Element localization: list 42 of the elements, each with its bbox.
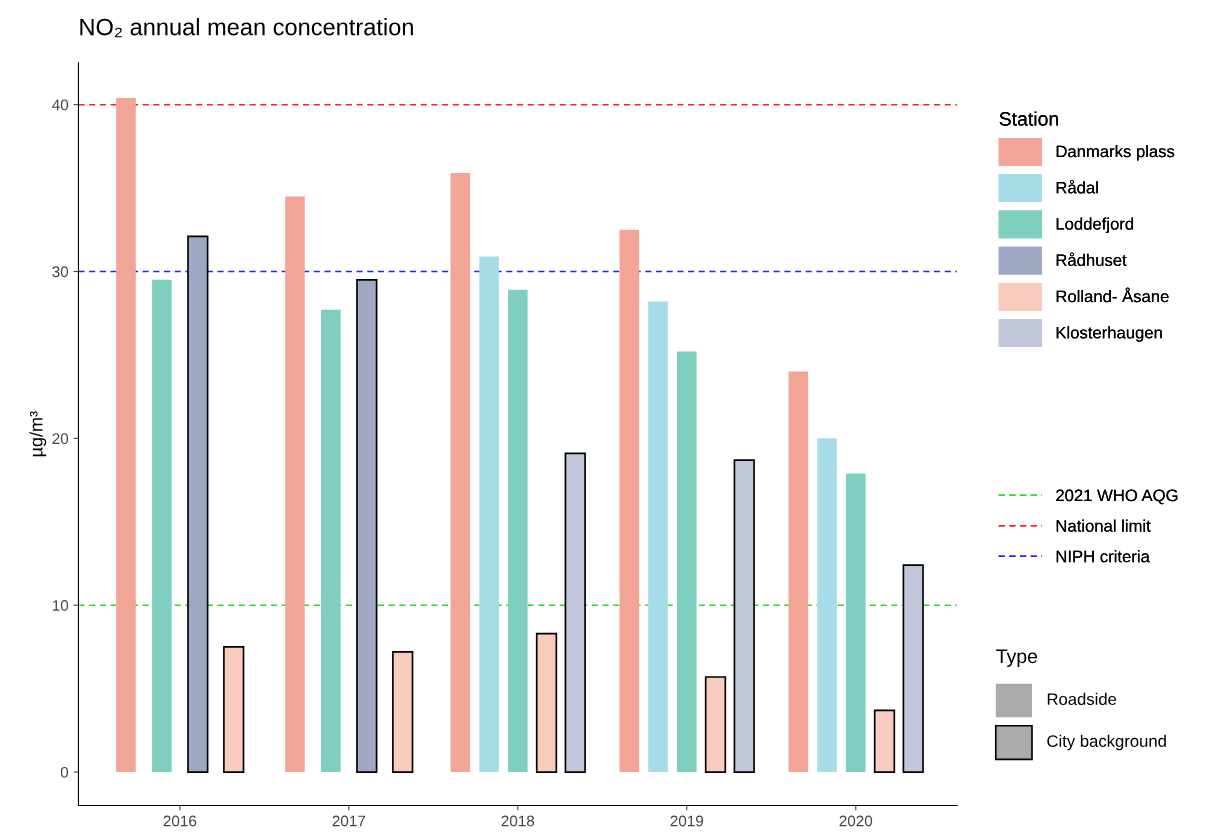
bar [845,473,866,773]
bar [817,438,837,773]
bar [187,235,209,773]
legend-label: Rolland- Åsane [1056,287,1169,303]
legend-label: Loddefjord [1056,217,1134,234]
y-tick-label: 40 [52,99,69,111]
legend-label: Klosterhaugen [1056,326,1162,342]
bar [676,351,697,773]
x-tick-label: 2016 [163,815,197,827]
y-tick-label: 0 [60,766,69,778]
bar [479,256,499,773]
y-tick-label: 10 [52,600,69,611]
y-axis-title: µg/m³ [29,411,47,457]
x-tick-label: 2017 [332,815,366,827]
text: Roadside [1047,692,1117,706]
bar [564,452,586,773]
bar [733,459,755,773]
legend-label: Rådhuset [1056,252,1127,267]
bar [356,279,378,773]
legend-label: NIPH criteria [1056,550,1150,563]
text: City background [1047,734,1166,751]
bar [873,709,896,773]
legend-label: 2021 WHO AQG [1056,489,1178,505]
legend-label: Rådal [1056,179,1098,194]
bar [788,371,809,773]
bar [619,229,640,773]
bar [535,632,558,773]
legend-label: Danmarks plass [1056,145,1175,161]
text: Type [996,649,1038,667]
bar [902,564,924,773]
y-tick-label: 30 [52,266,69,278]
y-tick-label: 20 [52,433,69,445]
bar [450,173,471,773]
bar [648,301,668,773]
chart-title: NO₂ annual mean concentration [80,18,413,38]
bar [507,289,528,773]
legend-title: Station [999,111,1058,126]
x-tick-label: 2020 [839,815,873,827]
bar [704,676,727,773]
x-tick-label: 2019 [670,815,704,827]
x-tick-label: 2018 [501,815,535,827]
legend-label: National limit [1056,519,1151,532]
